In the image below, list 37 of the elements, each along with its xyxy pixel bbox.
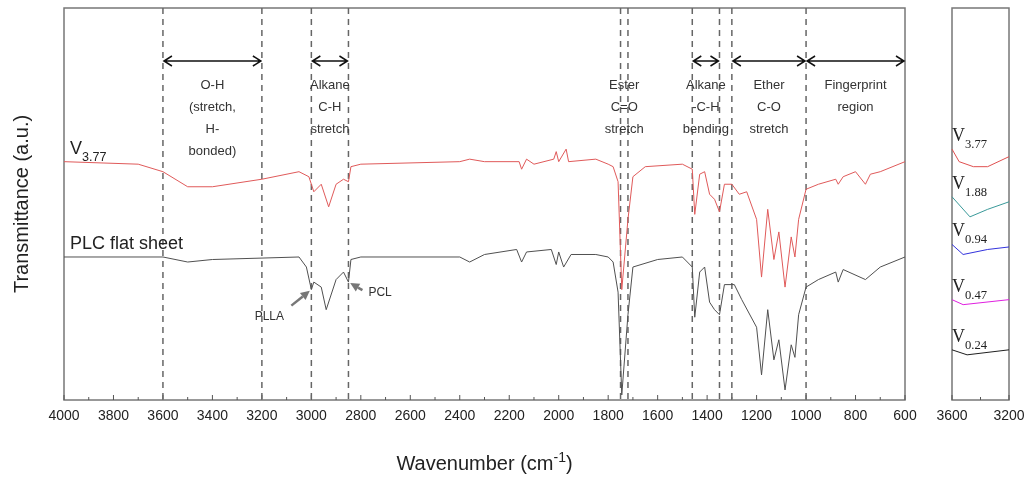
x-tick-label: 4000 <box>48 407 80 423</box>
x-tick-label: 3200 <box>246 407 278 423</box>
x-tick-label: 3600 <box>936 407 968 423</box>
x-axis-title: Wavenumber (cm$^{-1}$) <box>396 449 573 474</box>
x-tick-label: 3600 <box>147 407 179 423</box>
annotation: PLLA <box>254 308 285 323</box>
text: Fingerprint region <box>824 77 887 114</box>
text: Ether C-O stretch <box>749 77 789 136</box>
x-tick-label: 1400 <box>691 407 723 423</box>
annotation: O-H (stretch, H- bonded) <box>188 77 237 158</box>
series-label: V$_{0.24}$ <box>952 325 988 352</box>
text: Alkane -C-H bending <box>682 77 730 136</box>
x-tick-label: 3800 <box>97 407 130 423</box>
x-tick-label: 2200 <box>493 407 526 423</box>
x-tick-label: 3400 <box>196 407 229 423</box>
x-tick-label: 3000 <box>295 407 328 423</box>
text: Alkane C-H stretch <box>310 77 350 136</box>
x-tick-label: 1600 <box>642 407 674 423</box>
y-axis-title: Transmittance (a.u.) <box>10 114 32 294</box>
series-label: V$_{0.94}$ <box>952 220 988 247</box>
series-label: V$_{1.88}$ <box>952 172 988 199</box>
text: Ester C=O stretch <box>604 77 644 136</box>
series-label: V$_{0.47}$ <box>952 275 988 302</box>
series-label: PLC flat sheet <box>70 233 184 253</box>
annotation: PCL <box>368 285 393 300</box>
x-tick-label: 1800 <box>592 407 624 423</box>
x-tick-label: 600 <box>893 407 917 423</box>
x-tick-label: 2800 <box>345 407 377 423</box>
x-tick-label: 2600 <box>394 407 427 423</box>
series-label: V$_{3.77}$ <box>70 137 107 164</box>
x-tick-label: 1000 <box>790 407 822 423</box>
series-label: V$_{3.77}$ <box>952 125 988 152</box>
x-tick-label: 1200 <box>741 407 773 423</box>
x-tick-label: 800 <box>843 407 868 423</box>
x-tick-label: 3200 <box>993 407 1025 423</box>
x-tick-label: 2000 <box>543 407 575 423</box>
x-tick-label: 2400 <box>444 407 476 423</box>
